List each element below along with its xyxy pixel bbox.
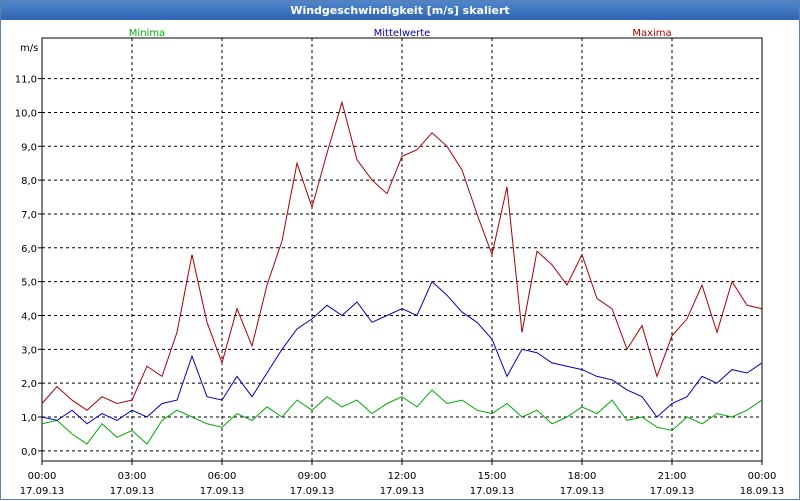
y-tick-label: 0,0 <box>21 447 37 458</box>
x-tick-label-time: 06:00 <box>208 471 237 482</box>
window-title: Windgeschwindigkeit [m/s] skaliert <box>1 1 799 20</box>
x-tick-label-date: 17.09.13 <box>20 486 65 497</box>
series-line-mittelwerte <box>41 280 763 425</box>
x-tick-label-time: 09:00 <box>298 471 327 482</box>
series-line-minima <box>41 389 763 445</box>
y-tick-label: 11,0 <box>15 75 37 86</box>
x-tick-label-date: 18.09.13 <box>740 486 785 497</box>
x-tick-label-time: 00:00 <box>28 471 57 482</box>
x-tick-label-time: 00:00 <box>748 471 777 482</box>
x-tick-label-time: 03:00 <box>118 471 147 482</box>
y-tick-label: 5,0 <box>21 278 37 289</box>
x-tick-label-date: 17.09.13 <box>380 486 425 497</box>
y-tick-label: 8,0 <box>21 176 37 187</box>
y-tick-label: 6,0 <box>21 244 37 255</box>
legend-maxima: Maxima <box>632 28 671 39</box>
x-tick-label-date: 17.09.13 <box>110 486 155 497</box>
y-tick-label: 10,0 <box>15 108 37 119</box>
x-tick-label-date: 17.09.13 <box>200 486 245 497</box>
y-tick-label: 2,0 <box>21 379 37 390</box>
y-tick-label: 7,0 <box>21 210 37 221</box>
x-tick-label-date: 17.09.13 <box>650 486 695 497</box>
x-tick-label-date: 17.09.13 <box>470 486 515 497</box>
x-tick-label-time: 18:00 <box>568 471 597 482</box>
legend-mittelwerte: Mittelwerte <box>374 28 431 39</box>
plot-frame <box>41 37 763 462</box>
x-tick-label-date: 17.09.13 <box>560 486 605 497</box>
x-tick-label-time: 15:00 <box>478 471 507 482</box>
legend-minima: Minima <box>129 28 165 39</box>
y-tick-label: 9,0 <box>21 142 37 153</box>
y-tick-label: 1,0 <box>21 413 37 424</box>
y-tick-label: 3,0 <box>21 345 37 356</box>
y-tick-label: 4,0 <box>21 311 37 322</box>
series-line-maxima <box>41 100 763 411</box>
x-tick-label-time: 12:00 <box>388 471 417 482</box>
x-tick-label-date: 17.09.13 <box>290 486 335 497</box>
y-axis-label: m/s <box>20 43 38 54</box>
x-tick-label-time: 21:00 <box>658 471 687 482</box>
